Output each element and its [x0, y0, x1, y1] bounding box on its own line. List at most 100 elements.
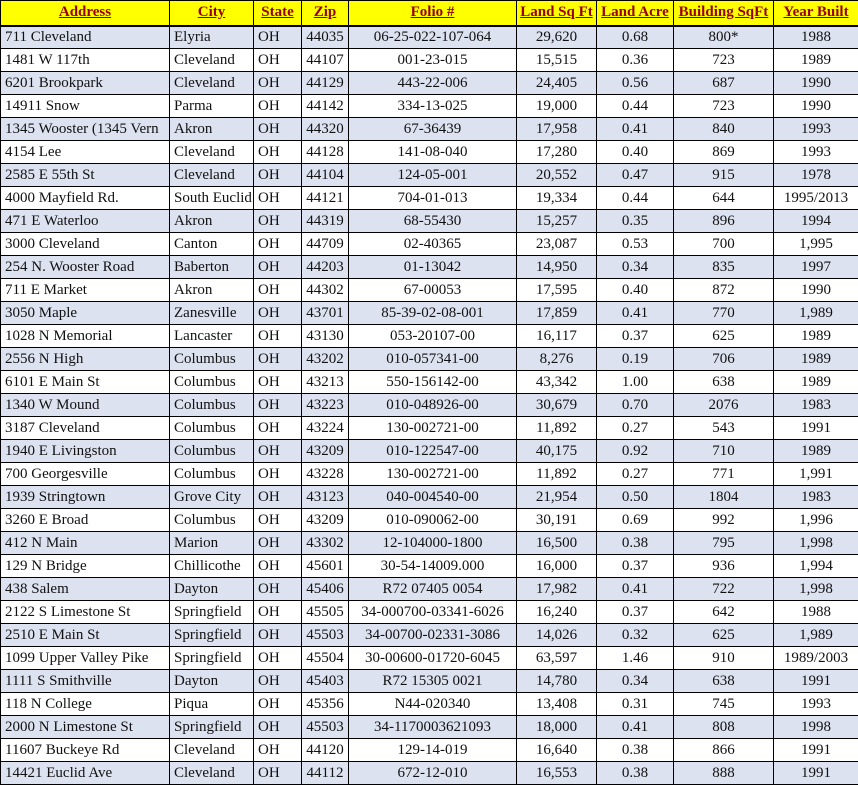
cell-state[interactable]: OH: [254, 739, 302, 762]
cell-city[interactable]: Piqua: [170, 693, 254, 716]
cell-folio[interactable]: 34-1170003621093: [349, 716, 517, 739]
cell-land-acre[interactable]: 0.68: [597, 26, 674, 49]
cell-address[interactable]: 1340 W Mound: [1, 394, 170, 417]
column-header-land-sq-ft[interactable]: Land Sq Ft: [517, 1, 597, 26]
cell-state[interactable]: OH: [254, 141, 302, 164]
cell-city[interactable]: Springfield: [170, 716, 254, 739]
cell-building-sqft[interactable]: 723: [674, 95, 774, 118]
cell-land-sq-ft[interactable]: 16,640: [517, 739, 597, 762]
cell-city[interactable]: Dayton: [170, 578, 254, 601]
cell-folio[interactable]: 01-13042: [349, 256, 517, 279]
cell-land-acre[interactable]: 0.31: [597, 693, 674, 716]
column-header-building-sqft[interactable]: Building SqFt: [674, 1, 774, 26]
cell-land-sq-ft[interactable]: 16,500: [517, 532, 597, 555]
cell-folio[interactable]: 010-122547-00: [349, 440, 517, 463]
cell-address[interactable]: 129 N Bridge: [1, 555, 170, 578]
cell-land-sq-ft[interactable]: 11,892: [517, 417, 597, 440]
cell-land-sq-ft[interactable]: 17,280: [517, 141, 597, 164]
cell-building-sqft[interactable]: 625: [674, 624, 774, 647]
cell-zip[interactable]: 43209: [302, 440, 349, 463]
cell-building-sqft[interactable]: 872: [674, 279, 774, 302]
cell-year-built[interactable]: 1993: [774, 118, 858, 141]
cell-zip[interactable]: 43202: [302, 348, 349, 371]
cell-building-sqft[interactable]: 910: [674, 647, 774, 670]
cell-state[interactable]: OH: [254, 302, 302, 325]
cell-land-acre[interactable]: 0.40: [597, 141, 674, 164]
cell-city[interactable]: Akron: [170, 279, 254, 302]
cell-zip[interactable]: 44104: [302, 164, 349, 187]
cell-address[interactable]: 1939 Stringtown: [1, 486, 170, 509]
cell-building-sqft[interactable]: 2076: [674, 394, 774, 417]
cell-land-acre[interactable]: 0.69: [597, 509, 674, 532]
cell-land-sq-ft[interactable]: 23,087: [517, 233, 597, 256]
cell-building-sqft[interactable]: 745: [674, 693, 774, 716]
cell-zip[interactable]: 43130: [302, 325, 349, 348]
cell-land-sq-ft[interactable]: 17,982: [517, 578, 597, 601]
cell-folio[interactable]: 010-057341-00: [349, 348, 517, 371]
cell-zip[interactable]: 44112: [302, 762, 349, 785]
cell-land-sq-ft[interactable]: 15,257: [517, 210, 597, 233]
cell-address[interactable]: 438 Salem: [1, 578, 170, 601]
cell-folio[interactable]: 02-40365: [349, 233, 517, 256]
cell-land-acre[interactable]: 0.44: [597, 187, 674, 210]
cell-city[interactable]: Columbus: [170, 463, 254, 486]
cell-address[interactable]: 1940 E Livingston: [1, 440, 170, 463]
cell-land-sq-ft[interactable]: 16,553: [517, 762, 597, 785]
cell-land-acre[interactable]: 0.40: [597, 279, 674, 302]
cell-year-built[interactable]: 1989: [774, 371, 858, 394]
cell-folio[interactable]: 130-002721-00: [349, 417, 517, 440]
cell-folio[interactable]: 06-25-022-107-064: [349, 26, 517, 49]
cell-address[interactable]: 3260 E Broad: [1, 509, 170, 532]
cell-land-sq-ft[interactable]: 24,405: [517, 72, 597, 95]
cell-year-built[interactable]: 1978: [774, 164, 858, 187]
cell-state[interactable]: OH: [254, 440, 302, 463]
cell-zip[interactable]: 45601: [302, 555, 349, 578]
cell-year-built[interactable]: 1993: [774, 141, 858, 164]
cell-address[interactable]: 4154 Lee: [1, 141, 170, 164]
cell-address[interactable]: 2122 S Limestone St: [1, 601, 170, 624]
cell-building-sqft[interactable]: 722: [674, 578, 774, 601]
cell-address[interactable]: 1028 N Memorial: [1, 325, 170, 348]
cell-city[interactable]: Marion: [170, 532, 254, 555]
cell-city[interactable]: Cleveland: [170, 141, 254, 164]
cell-land-acre[interactable]: 0.44: [597, 95, 674, 118]
column-header-zip[interactable]: Zip: [302, 1, 349, 26]
cell-folio[interactable]: R72 07405 0054: [349, 578, 517, 601]
cell-building-sqft[interactable]: 638: [674, 670, 774, 693]
cell-zip[interactable]: 44107: [302, 49, 349, 72]
cell-state[interactable]: OH: [254, 463, 302, 486]
cell-land-sq-ft[interactable]: 19,000: [517, 95, 597, 118]
cell-city[interactable]: Cleveland: [170, 739, 254, 762]
cell-city[interactable]: Akron: [170, 210, 254, 233]
cell-zip[interactable]: 44121: [302, 187, 349, 210]
cell-building-sqft[interactable]: 723: [674, 49, 774, 72]
cell-building-sqft[interactable]: 644: [674, 187, 774, 210]
column-header-land-acre[interactable]: Land Acre: [597, 1, 674, 26]
cell-land-sq-ft[interactable]: 17,595: [517, 279, 597, 302]
cell-year-built[interactable]: 1991: [774, 739, 858, 762]
cell-building-sqft[interactable]: 800*: [674, 26, 774, 49]
column-header-folio[interactable]: Folio #: [349, 1, 517, 26]
cell-address[interactable]: 1345 Wooster (1345 Vern: [1, 118, 170, 141]
cell-state[interactable]: OH: [254, 118, 302, 141]
cell-land-acre[interactable]: 0.27: [597, 417, 674, 440]
cell-land-acre[interactable]: 0.70: [597, 394, 674, 417]
cell-year-built[interactable]: 1,989: [774, 302, 858, 325]
cell-address[interactable]: 1481 W 117th: [1, 49, 170, 72]
cell-land-sq-ft[interactable]: 16,000: [517, 555, 597, 578]
cell-address[interactable]: 6201 Brookpark: [1, 72, 170, 95]
cell-land-acre[interactable]: 1.46: [597, 647, 674, 670]
cell-state[interactable]: OH: [254, 256, 302, 279]
cell-year-built[interactable]: 1989: [774, 49, 858, 72]
cell-folio[interactable]: 34-00700-02331-3086: [349, 624, 517, 647]
cell-year-built[interactable]: 1997: [774, 256, 858, 279]
cell-building-sqft[interactable]: 869: [674, 141, 774, 164]
cell-land-sq-ft[interactable]: 19,334: [517, 187, 597, 210]
cell-city[interactable]: Canton: [170, 233, 254, 256]
cell-city[interactable]: Cleveland: [170, 49, 254, 72]
cell-building-sqft[interactable]: 638: [674, 371, 774, 394]
cell-land-sq-ft[interactable]: 14,950: [517, 256, 597, 279]
cell-zip[interactable]: 44120: [302, 739, 349, 762]
cell-state[interactable]: OH: [254, 555, 302, 578]
cell-year-built[interactable]: 1,994: [774, 555, 858, 578]
